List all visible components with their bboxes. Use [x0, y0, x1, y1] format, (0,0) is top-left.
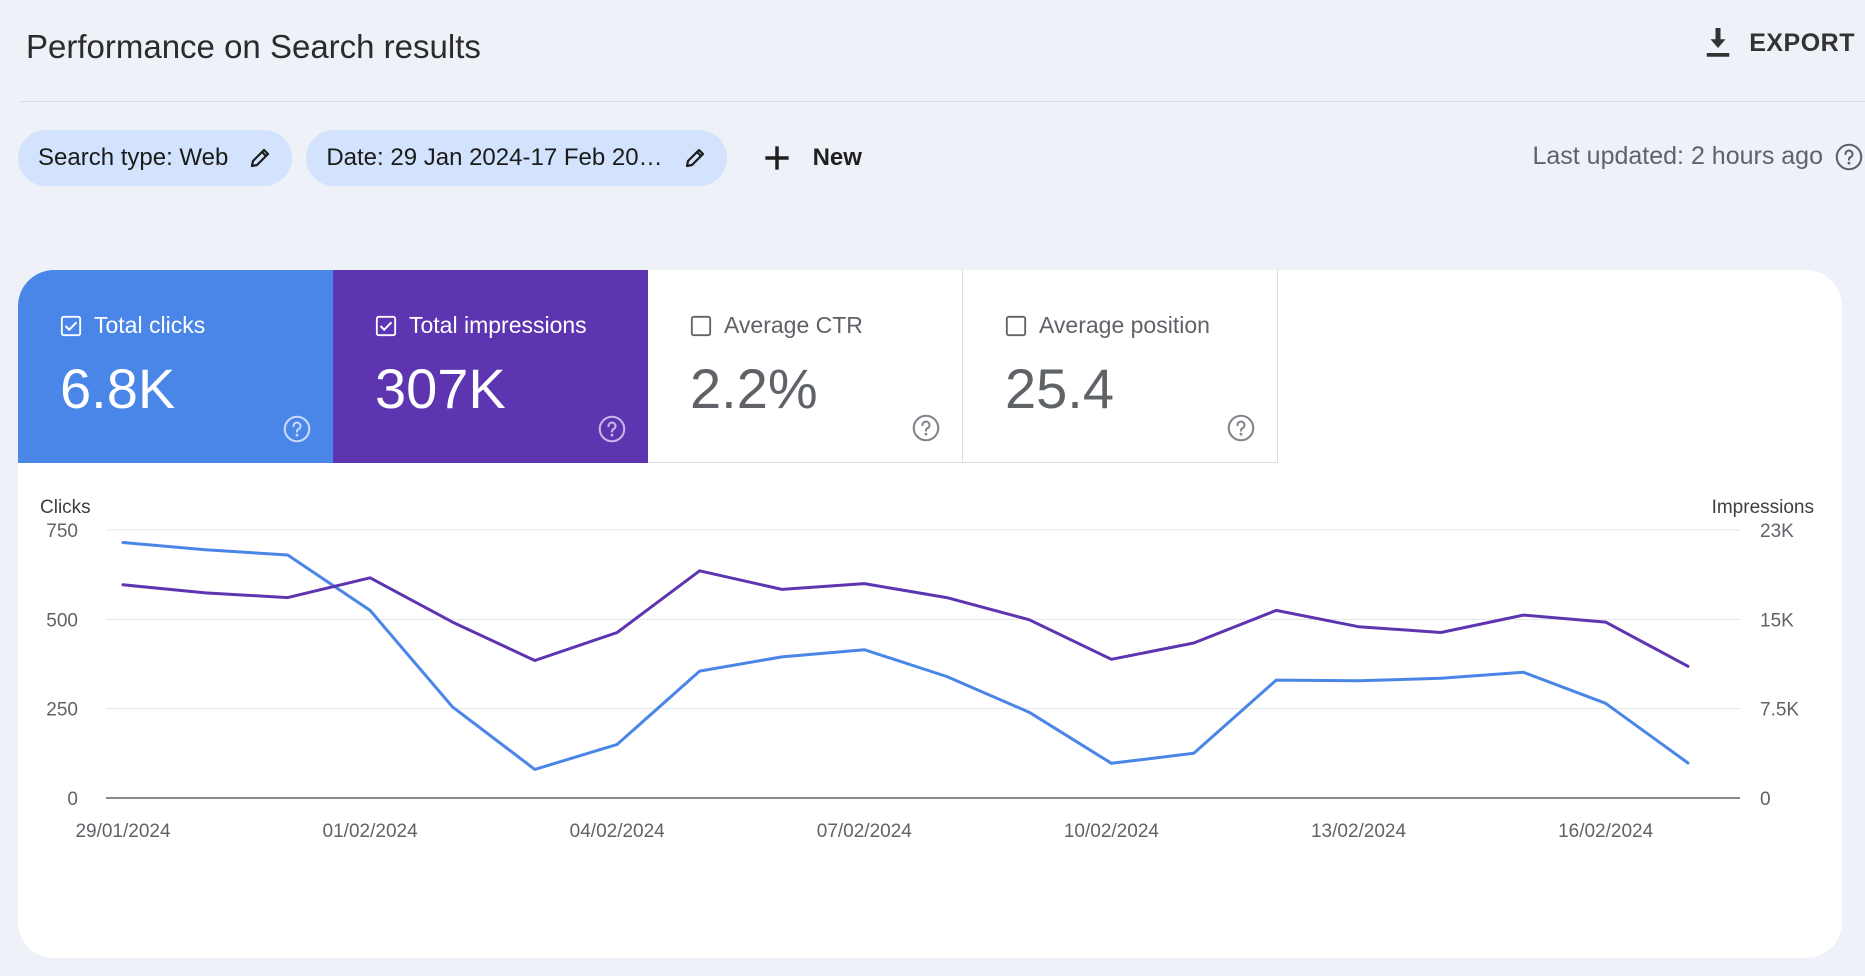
left-tick-label: 0 [67, 789, 78, 810]
checkbox-unchecked-icon[interactable] [1005, 315, 1027, 337]
plus-icon [764, 146, 789, 170]
checkbox-unchecked-icon[interactable] [690, 315, 712, 337]
help-icon[interactable] [1835, 143, 1863, 171]
performance-card: Total clicks 6.8K Total impressions 307K [18, 270, 1842, 958]
export-button[interactable]: EXPORT [1703, 26, 1855, 60]
download-icon [1706, 28, 1730, 57]
right-tick-label: 15K [1760, 610, 1794, 631]
new-filter-button[interactable]: New [763, 144, 862, 172]
x-tick-label: 29/01/2024 [75, 821, 171, 842]
right-tick-label: 0 [1760, 789, 1771, 810]
x-tick-label: 01/02/2024 [323, 821, 419, 842]
new-filter-label: New [812, 144, 862, 171]
help-icon[interactable] [283, 415, 311, 443]
header-divider [20, 101, 1865, 102]
help-icon[interactable] [598, 415, 626, 443]
metric-label: Average CTR [724, 312, 863, 338]
metric-tile-total-clicks[interactable]: Total clicks 6.8K [18, 270, 333, 463]
last-updated: Last updated: 2 hours ago [1532, 142, 1863, 171]
x-tick-label: 13/02/2024 [1311, 821, 1407, 842]
right-tick-label: 23K [1760, 521, 1794, 542]
left-tick-label: 500 [46, 610, 78, 631]
series-line-impressions [121, 569, 1690, 668]
pencil-icon [685, 148, 704, 168]
metric-label: Total clicks [94, 312, 206, 338]
help-icon[interactable] [912, 414, 940, 442]
last-updated-text: Last updated: 2 hours ago [1532, 142, 1823, 170]
right-tick-label: 7.5K [1760, 700, 1799, 721]
checkbox-checked-icon[interactable] [375, 315, 397, 337]
search-type-filter-chip[interactable]: Search type: Web [18, 130, 293, 186]
date-filter-chip[interactable]: Date: 29 Jan 2024-17 Feb 20… [306, 130, 727, 186]
metric-tile-average-ctr[interactable]: Average CTR 2.2% [648, 270, 963, 463]
x-tick-label: 04/02/2024 [570, 821, 666, 842]
export-label: EXPORT [1749, 28, 1855, 57]
series-line-clicks [121, 541, 1690, 771]
filter-bar: Search type: Web Date: 29 Jan 2024-17 Fe… [18, 130, 862, 186]
metric-value: 2.2% [690, 357, 818, 420]
metric-value: 307K [375, 357, 506, 420]
x-tick-label: 10/02/2024 [1064, 821, 1160, 842]
x-tick-label: 16/02/2024 [1558, 821, 1654, 842]
page-title: Performance on Search results [26, 28, 481, 65]
page-header: Performance on Search results EXPORT [0, 0, 1865, 100]
line-chart: 0 0 250 7.5K 500 15K 750 23K Clicks Impressions 29… [40, 497, 1814, 842]
help-icon[interactable] [1227, 414, 1255, 442]
metric-value: 25.4 [1005, 357, 1114, 420]
metric-value: 6.8K [60, 357, 176, 420]
left-axis-title: Clicks [40, 497, 91, 518]
metric-tile-total-impressions[interactable]: Total impressions 307K [333, 270, 648, 463]
left-tick-label: 250 [46, 700, 78, 721]
performance-chart: 0 0 250 7.5K 500 15K 750 23K Clicks Impressions 29… [18, 470, 1842, 958]
right-axis-title: Impressions [1712, 497, 1814, 518]
metric-tiles: Total clicks 6.8K Total impressions 307K [18, 270, 1278, 463]
metric-tile-average-position[interactable]: Average position 25.4 [963, 270, 1278, 463]
metric-label: Average position [1039, 312, 1210, 338]
search-type-filter-label: Search type: Web [38, 144, 229, 171]
left-tick-label: 750 [46, 521, 78, 542]
date-filter-label: Date: 29 Jan 2024-17 Feb 20… [326, 144, 663, 171]
checkbox-checked-icon[interactable] [60, 315, 82, 337]
pencil-icon [251, 148, 270, 168]
metric-label: Total impressions [409, 312, 587, 338]
x-tick-label: 07/02/2024 [817, 821, 913, 842]
